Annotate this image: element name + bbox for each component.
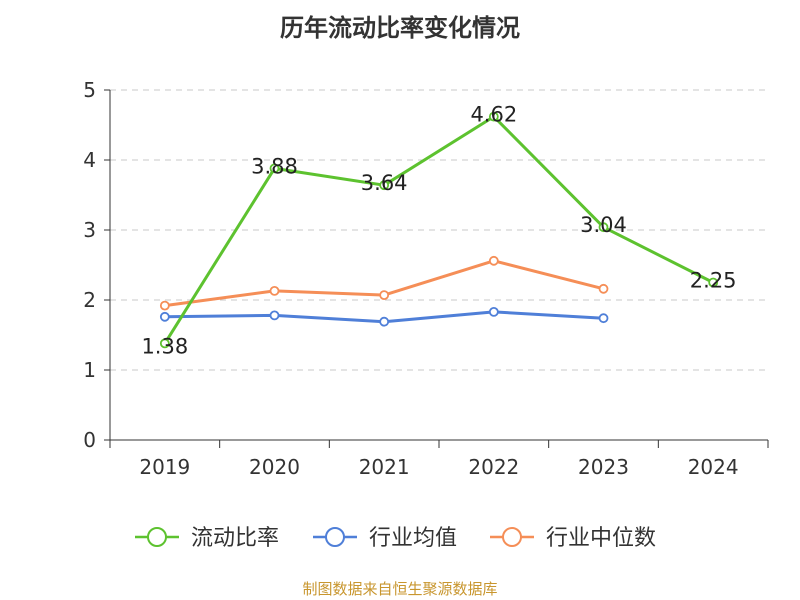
- data-point: [159, 300, 170, 311]
- data-point: [379, 290, 390, 301]
- data-label: 3.04: [580, 213, 627, 237]
- data-point: [159, 338, 170, 349]
- legend[interactable]: 流动比率 行业均值 行业中位数: [135, 526, 656, 551]
- x-tick-label: 2019: [139, 455, 190, 479]
- series-line-current-ratio: [163, 115, 714, 345]
- legend-label: 行业中位数: [546, 526, 656, 551]
- legend-label: 流动比率: [191, 526, 279, 551]
- y-tick-label: 4: [83, 148, 96, 172]
- x-tick-label: 2023: [578, 455, 629, 479]
- y-tick-label: 3: [83, 218, 96, 242]
- grid-lines: [110, 89, 768, 371]
- x-tick-label: 2021: [359, 455, 410, 479]
- axis-ticks: 0 1 2 3 4 5 2019 2020 2021 2022 2023 2024: [83, 78, 769, 479]
- source-note: 制图数据来自恒生聚源数据库: [302, 580, 498, 598]
- data-label: 2.25: [690, 269, 737, 293]
- data-label: 3.64: [361, 171, 408, 195]
- y-tick-label: 5: [83, 78, 96, 102]
- data-point: [488, 111, 499, 122]
- data-point: [379, 316, 390, 327]
- y-tick-label: 2: [83, 288, 96, 312]
- data-label: 3.88: [251, 154, 298, 178]
- data-point: [379, 180, 390, 191]
- data-labels: 1.38 3.88 3.64 4.62 3.04 2.25: [141, 103, 736, 359]
- data-label: 1.38: [141, 334, 188, 358]
- data-point: [488, 306, 499, 317]
- data-point: [159, 311, 170, 322]
- legend-marker: [502, 527, 522, 547]
- data-point: [269, 163, 280, 174]
- x-tick-label: 2020: [249, 455, 300, 479]
- y-tick-label: 0: [83, 428, 96, 452]
- data-point: [708, 277, 719, 288]
- data-point: [269, 285, 280, 296]
- data-point: [598, 313, 609, 324]
- x-tick-label: 2022: [468, 455, 519, 479]
- data-point: [598, 283, 609, 294]
- data-point: [598, 222, 609, 233]
- x-tick-label: 2024: [688, 455, 739, 479]
- legend-label: 行业均值: [369, 526, 457, 551]
- axes: [109, 90, 768, 441]
- data-point: [269, 310, 280, 321]
- legend-marker: [147, 527, 167, 547]
- legend-marker: [325, 527, 345, 547]
- chart-title: 历年流动比率变化情况: [280, 14, 520, 42]
- series-group: [159, 111, 719, 349]
- data-label: 4.62: [470, 103, 517, 127]
- data-point: [488, 255, 499, 266]
- y-tick-label: 1: [83, 358, 96, 382]
